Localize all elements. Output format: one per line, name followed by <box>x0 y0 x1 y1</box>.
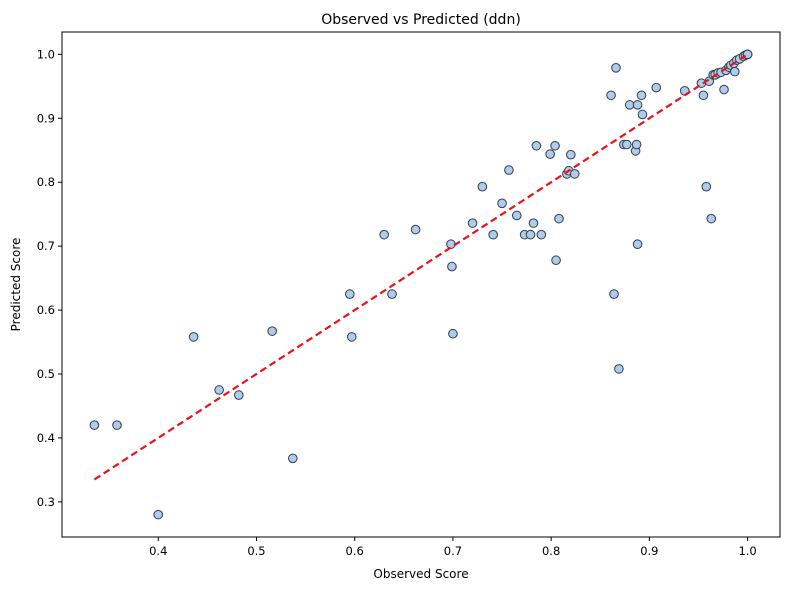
scatter-point <box>631 139 642 150</box>
x-tick-label: 0.4 <box>149 544 167 558</box>
scatter-point <box>706 213 717 224</box>
scatter-point <box>569 169 580 179</box>
y-tick-label: 0.7 <box>37 239 55 253</box>
scatter-point <box>624 100 635 110</box>
scatter-point <box>89 420 100 430</box>
scatter-point <box>214 385 224 395</box>
y-axis-label: Predicted Score <box>9 238 23 332</box>
scatter-point <box>651 82 662 93</box>
scatter-point <box>267 326 277 336</box>
scatter-point <box>288 453 298 464</box>
reference-line <box>93 53 749 481</box>
y-tick-label: 0.3 <box>37 495 55 509</box>
scatter-point <box>636 90 647 101</box>
scatter-point <box>551 255 561 266</box>
x-axis-label: Observed Score <box>373 567 468 581</box>
y-tick-label: 0.9 <box>37 111 55 125</box>
x-tick-label: 0.9 <box>640 544 658 558</box>
scatter-point <box>554 213 564 224</box>
scatter-point <box>379 229 389 240</box>
scatter-point <box>632 100 643 110</box>
chart-title: Observed vs Predicted (ddn) <box>321 12 521 28</box>
x-axis-ticks: 0.4 0.5 0.6 0.7 0.8 0.9 1.0 <box>149 537 757 558</box>
scatter-point <box>511 210 522 221</box>
x-tick-label: 0.6 <box>346 544 364 558</box>
scatter-point <box>606 90 616 101</box>
scatter-point <box>387 289 397 299</box>
scatter-point <box>698 90 709 101</box>
scatter-point <box>477 181 488 192</box>
scatter-point <box>565 149 576 160</box>
y-tick-label: 0.8 <box>37 175 55 189</box>
scatter-point <box>410 224 421 235</box>
scatter-point <box>730 66 740 77</box>
scatter-point <box>528 218 539 228</box>
scatter-point <box>233 390 244 400</box>
scatter-point <box>719 84 729 95</box>
scatter-point <box>545 149 555 159</box>
scatter-point <box>536 229 547 240</box>
scatter-point <box>447 261 457 272</box>
scatter-point <box>497 198 507 209</box>
scatter-point <box>346 332 357 342</box>
scatter-point <box>611 62 621 73</box>
scatter-point <box>637 109 648 120</box>
y-tick-label: 0.4 <box>37 431 55 445</box>
scatter-point <box>550 140 560 151</box>
scatter-point <box>614 364 624 374</box>
scatter-point <box>488 229 498 240</box>
scatter-point <box>188 332 199 342</box>
x-tick-label: 0.7 <box>444 544 462 558</box>
scatter-point <box>467 218 478 228</box>
scatter-point <box>609 289 619 299</box>
y-axis-ticks: 0.3 0.4 0.5 0.6 0.7 0.8 0.9 1.0 <box>37 47 62 509</box>
x-tick-label: 0.5 <box>247 544 265 558</box>
scatter-point <box>525 229 536 240</box>
plot-area <box>89 49 753 520</box>
scatter-point <box>344 289 355 299</box>
y-tick-label: 1.0 <box>37 47 55 61</box>
scatter-point <box>504 165 514 175</box>
axes-frame <box>61 31 781 538</box>
scatter-point <box>448 328 458 339</box>
scatter-point <box>621 139 632 150</box>
scatter-point <box>531 140 542 151</box>
scatter-point <box>153 509 164 520</box>
y-tick-label: 0.5 <box>37 367 55 381</box>
scatter-point <box>701 181 712 192</box>
scatter-point <box>112 420 122 430</box>
scatter-point <box>632 239 643 250</box>
x-tick-label: 0.8 <box>542 544 560 558</box>
x-tick-label: 1.0 <box>738 544 756 558</box>
y-tick-label: 0.6 <box>37 303 55 317</box>
